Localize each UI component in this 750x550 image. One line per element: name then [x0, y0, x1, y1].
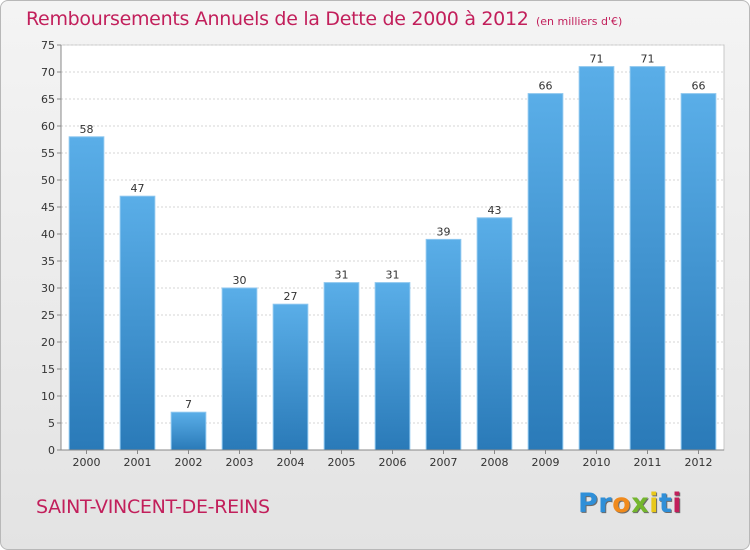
bar-value-label: 31 [386, 269, 400, 282]
y-tick-label: 35 [41, 255, 55, 268]
bar-value-label: 27 [284, 290, 298, 303]
y-tick-label: 0 [48, 444, 55, 457]
bar-2011 [629, 66, 666, 451]
x-tick-label: 2001 [124, 456, 152, 469]
bar-2010 [578, 66, 615, 451]
bar-value-label: 66 [539, 80, 553, 93]
logo-letter: P [578, 488, 599, 519]
logo-letter: o [612, 488, 632, 519]
bar-value-label: 7 [185, 398, 192, 411]
y-tick-label: 70 [41, 66, 55, 79]
bar-value-label: 66 [692, 80, 706, 93]
y-tick-label: 40 [41, 228, 55, 241]
y-tick-label: 30 [41, 282, 55, 295]
logo-letter: i [649, 488, 659, 519]
unit-label: (en milliers d'€) [536, 15, 623, 28]
town-name: SAINT-VINCENT-DE-REINS [36, 496, 270, 518]
bar-value-label: 30 [233, 274, 247, 287]
bars: 58 47 7 30 27 31 31 39 43 66 71 71 66 [68, 53, 717, 451]
bar-2002 [170, 411, 207, 451]
bar-2003 [221, 287, 258, 451]
bar-value-label: 31 [335, 269, 349, 282]
bar-2005 [323, 282, 360, 451]
y-tick-label: 10 [41, 390, 55, 403]
logo-letter: x [631, 488, 650, 519]
y-tick-label: 15 [41, 363, 55, 376]
y-tick-label: 20 [41, 336, 55, 349]
bar-2001 [119, 195, 156, 451]
bar-value-label: 71 [590, 53, 604, 66]
proxiti-logo: Proxiti [578, 488, 682, 519]
y-tick-label: 65 [41, 93, 55, 106]
x-axis: 2000 2001 2002 2003 2004 2005 2006 2007 2008 2009… [61, 449, 724, 469]
y-tick-label: 55 [41, 147, 55, 160]
bar-value-label: 58 [80, 123, 94, 136]
bar-value-label: 71 [641, 53, 655, 66]
bar-2012 [680, 93, 717, 451]
x-tick-label: 2003 [226, 456, 254, 469]
logo-letter: t [658, 488, 673, 519]
x-tick-label: 2011 [634, 456, 662, 469]
bar-2004 [272, 303, 309, 451]
x-tick-label: 2000 [73, 456, 101, 469]
bar-2009 [527, 93, 564, 451]
x-tick-label: 2006 [379, 456, 407, 469]
x-tick-label: 2002 [175, 456, 203, 469]
y-axis: 0 5 10 15 20 25 30 35 40 45 50 55 60 65 70 75 [41, 39, 62, 457]
bar-value-label: 43 [488, 204, 502, 217]
x-tick-label: 2009 [532, 456, 560, 469]
logo-letter: r [598, 488, 613, 519]
x-tick-label: 2004 [277, 456, 305, 469]
x-tick-label: 2012 [685, 456, 713, 469]
x-tick-label: 2008 [481, 456, 509, 469]
bar-2008 [476, 217, 513, 451]
bar-2000 [68, 136, 105, 451]
bar-value-label: 47 [131, 182, 145, 195]
y-tick-label: 45 [41, 201, 55, 214]
chart-title: Remboursements Annuels de la Dette de 20… [26, 8, 529, 30]
x-tick-label: 2005 [328, 456, 356, 469]
x-tick-label: 2007 [430, 456, 458, 469]
y-tick-label: 25 [41, 309, 55, 322]
y-tick-label: 50 [41, 174, 55, 187]
y-tick-label: 5 [48, 417, 55, 430]
bar-2006 [374, 282, 411, 451]
y-tick-label: 75 [41, 39, 55, 52]
bar-value-label: 39 [437, 225, 451, 238]
logo-letter: i [672, 488, 683, 519]
bar-2007 [425, 238, 462, 451]
x-tick-label: 2010 [583, 456, 611, 469]
y-tick-label: 60 [41, 120, 55, 133]
